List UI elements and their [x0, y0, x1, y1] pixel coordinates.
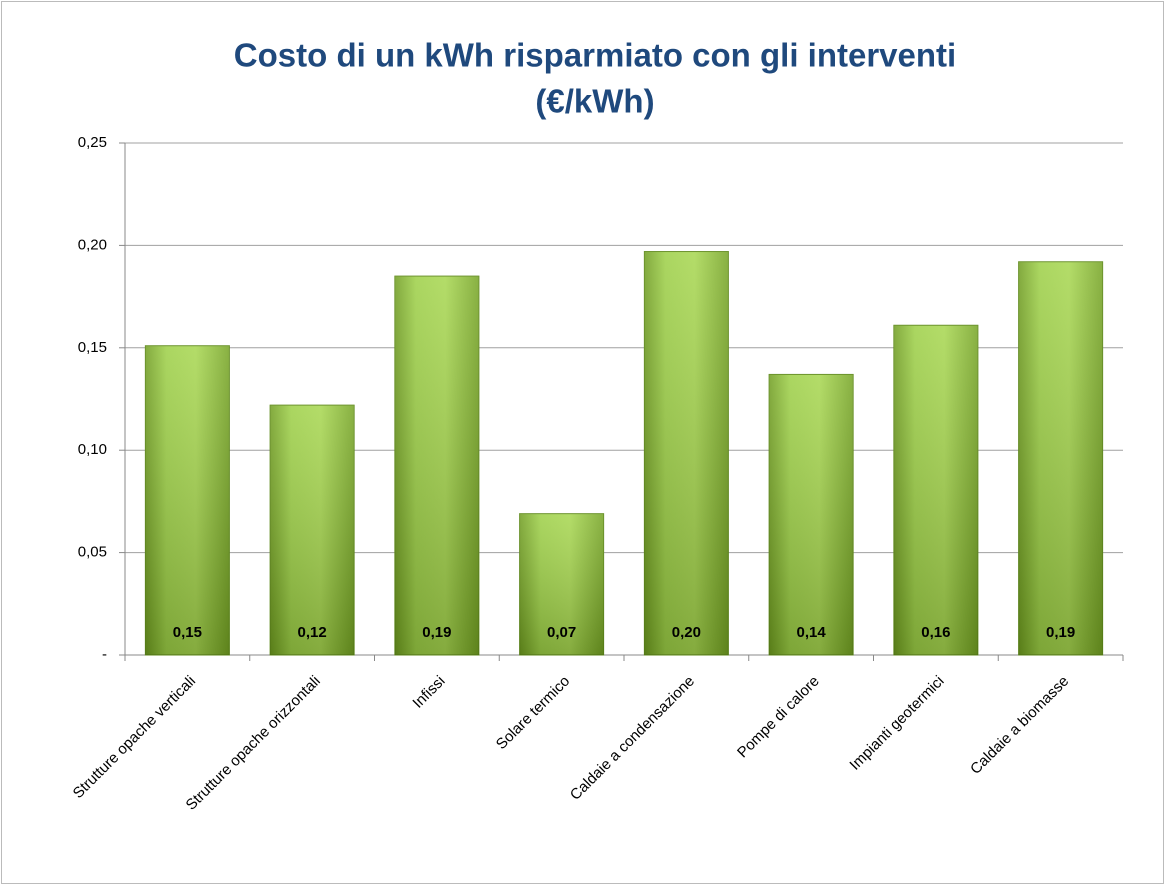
data-label: 0,20 [672, 624, 701, 641]
chart-title: (€/kWh) [535, 83, 654, 120]
data-label: 0,12 [298, 624, 327, 641]
data-label: 0,19 [1046, 624, 1075, 641]
y-tick-label: 0,15 [78, 339, 107, 356]
y-tick-label: - [102, 646, 107, 663]
y-tick-label: 0,20 [78, 236, 107, 253]
bar-shade [1018, 261, 1103, 655]
bar-shade [270, 405, 355, 655]
bar-shade [644, 251, 729, 655]
bar-shade [893, 325, 978, 655]
data-label: 0,19 [422, 624, 451, 641]
bar-shade [145, 345, 230, 655]
data-label: 0,14 [797, 624, 827, 641]
y-tick-label: 0,25 [78, 134, 107, 151]
chart-title: Costo di un kWh risparmiato con gli inte… [234, 37, 956, 74]
y-tick-label: 0,10 [78, 441, 107, 458]
bar-shade [519, 513, 604, 655]
bar-shade [394, 276, 479, 655]
data-label: 0,16 [921, 624, 950, 641]
bar-shade [769, 374, 854, 655]
data-label: 0,15 [173, 624, 202, 641]
data-label: 0,07 [547, 624, 576, 641]
y-tick-label: 0,05 [78, 544, 107, 561]
